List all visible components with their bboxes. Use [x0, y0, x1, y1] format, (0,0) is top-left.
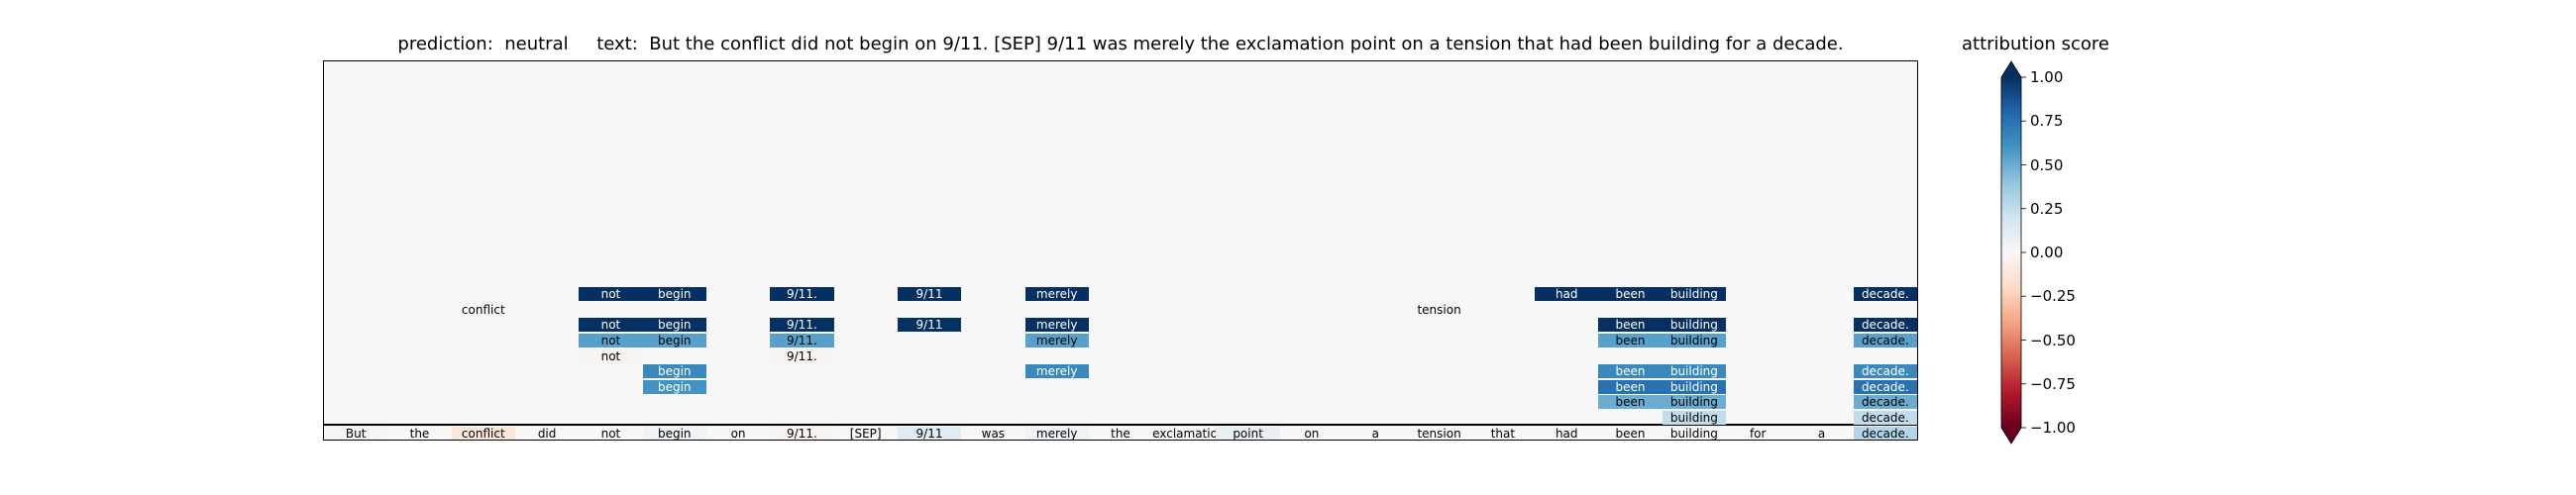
colorbar [2000, 60, 2026, 445]
prediction-value: neutral [504, 34, 569, 54]
colorbar-extend-bottom [2001, 428, 2021, 444]
layer-token-cell: had [1535, 287, 1599, 302]
base-token-cell: begin [642, 427, 706, 440]
base-token-cell: for [1749, 427, 1767, 441]
base-token-cell: that [1490, 427, 1516, 441]
layer-token-cell: building [1662, 364, 1727, 379]
layer-token-cell: decade. [1853, 364, 1917, 379]
base-token-cell: not [600, 427, 621, 441]
prediction-label: prediction: [397, 34, 493, 54]
layer-token-cell: merely [1024, 364, 1089, 379]
base-token-cell: on [1304, 427, 1320, 441]
layer-token-cell: begin [642, 287, 706, 302]
base-token-cell: the [409, 427, 430, 441]
colorbar-tick-marks [2021, 76, 2026, 429]
layer-token-cell: decade. [1853, 411, 1917, 425]
base-token-cell: been [1615, 427, 1646, 441]
layer-token-cell: not [579, 348, 643, 363]
colorbar-tick-label: 0.00 [2030, 244, 2064, 261]
base-token-cell: decade. [1853, 427, 1917, 440]
colorbar-tick-label: −0.50 [2030, 331, 2076, 349]
layer-token-cell: decade. [1853, 318, 1917, 333]
layer-token-cell: decade. [1853, 379, 1917, 394]
colorbar-gradient [2001, 77, 2021, 428]
base-token-cell: a [1371, 427, 1379, 441]
base-token-cell: was [981, 427, 1006, 441]
layer-token-cell: not [579, 318, 643, 333]
base-token-cell: building [1669, 427, 1718, 441]
layer-token-cell: not [579, 334, 643, 347]
layer-token-cell: merely [1024, 318, 1089, 333]
colorbar-tick-label: 0.75 [2030, 112, 2064, 131]
layer-token-cell: conflict [461, 302, 505, 317]
layer-token-cell: begin [642, 364, 706, 379]
layer-token-cell: 9/11. [770, 318, 834, 333]
layer-token-cell: building [1662, 318, 1727, 333]
base-token-cell: did [537, 427, 557, 441]
layer-token-cell: merely [1024, 287, 1089, 302]
layer-token-cell: 9/11 [897, 318, 962, 333]
layer-token-cell: building [1662, 411, 1727, 425]
colorbar-tick-label: −1.00 [2030, 419, 2076, 437]
layer-token-cell: tension [1417, 302, 1461, 317]
layer-token-cell: been [1598, 318, 1663, 333]
layer-token-cell: decade. [1853, 395, 1917, 410]
text-label: text: [596, 34, 638, 54]
layer-token-cell: decade. [1853, 287, 1917, 302]
base-token-cell: tension [1417, 427, 1461, 441]
layer-token-cell: begin [642, 334, 706, 347]
base-token-cell: 9/11 [897, 427, 962, 440]
base-token-cell: 9/11. [770, 427, 834, 440]
layer-token-cell: begin [642, 318, 706, 333]
layer-token-cell: merely [1024, 334, 1089, 347]
colorbar-extend-top [2001, 61, 2021, 77]
layer-token-cell: 9/11. [770, 334, 834, 347]
colorbar-tick-label: 1.00 [2030, 68, 2064, 86]
layer-token-cell: been [1598, 395, 1663, 410]
colorbar-tick-label: 0.50 [2030, 155, 2064, 174]
layer-token-cell: begin [642, 379, 706, 394]
layer-token-cell: 9/11. [770, 287, 834, 302]
base-token-cell: conflict [451, 427, 515, 440]
base-token-cell: a [1817, 427, 1826, 441]
base-token-cell: exclamation [1152, 427, 1216, 441]
base-token-cell: on [730, 427, 746, 441]
chart-title: prediction: neutral text: But the confli… [323, 34, 1918, 54]
layer-token-cell: been [1598, 364, 1663, 379]
base-token-cell: point [1216, 427, 1280, 440]
baseline-separator [324, 424, 1917, 426]
base-token-cell: the [1111, 427, 1130, 441]
layer-token-cell: building [1662, 334, 1727, 347]
colorbar-tick-label: −0.75 [2030, 374, 2076, 393]
layer-token-cell: 9/11 [897, 287, 962, 302]
colorbar-label: attribution score [1962, 34, 2109, 54]
colorbar-tick-label: 0.25 [2030, 199, 2064, 218]
colorbar-tick-label: −0.25 [2030, 287, 2076, 306]
layer-token-cell: not [579, 287, 643, 302]
layer-token-cell: been [1598, 379, 1663, 394]
text-value: But the conflict did not begin on 9/11. … [649, 34, 1844, 54]
layer-token-cell: building [1662, 379, 1727, 394]
layer-token-cell: been [1598, 287, 1663, 302]
base-token-cell: But [324, 427, 388, 440]
base-token-cell: had [1555, 427, 1578, 441]
base-token-cell: merely [1024, 427, 1089, 440]
layer-token-cell: building [1662, 395, 1727, 410]
base-token-cell: [SEP] [849, 427, 882, 441]
layer-token-cell: been [1598, 334, 1663, 347]
layer-token-cell: building [1662, 287, 1727, 302]
layer-token-cell: decade. [1853, 334, 1917, 347]
attribution-heatmap: But the conflict did not begin on 9/11. [SEP] 9/1… [323, 60, 1918, 441]
layer-token-cell: 9/11. [770, 348, 834, 363]
